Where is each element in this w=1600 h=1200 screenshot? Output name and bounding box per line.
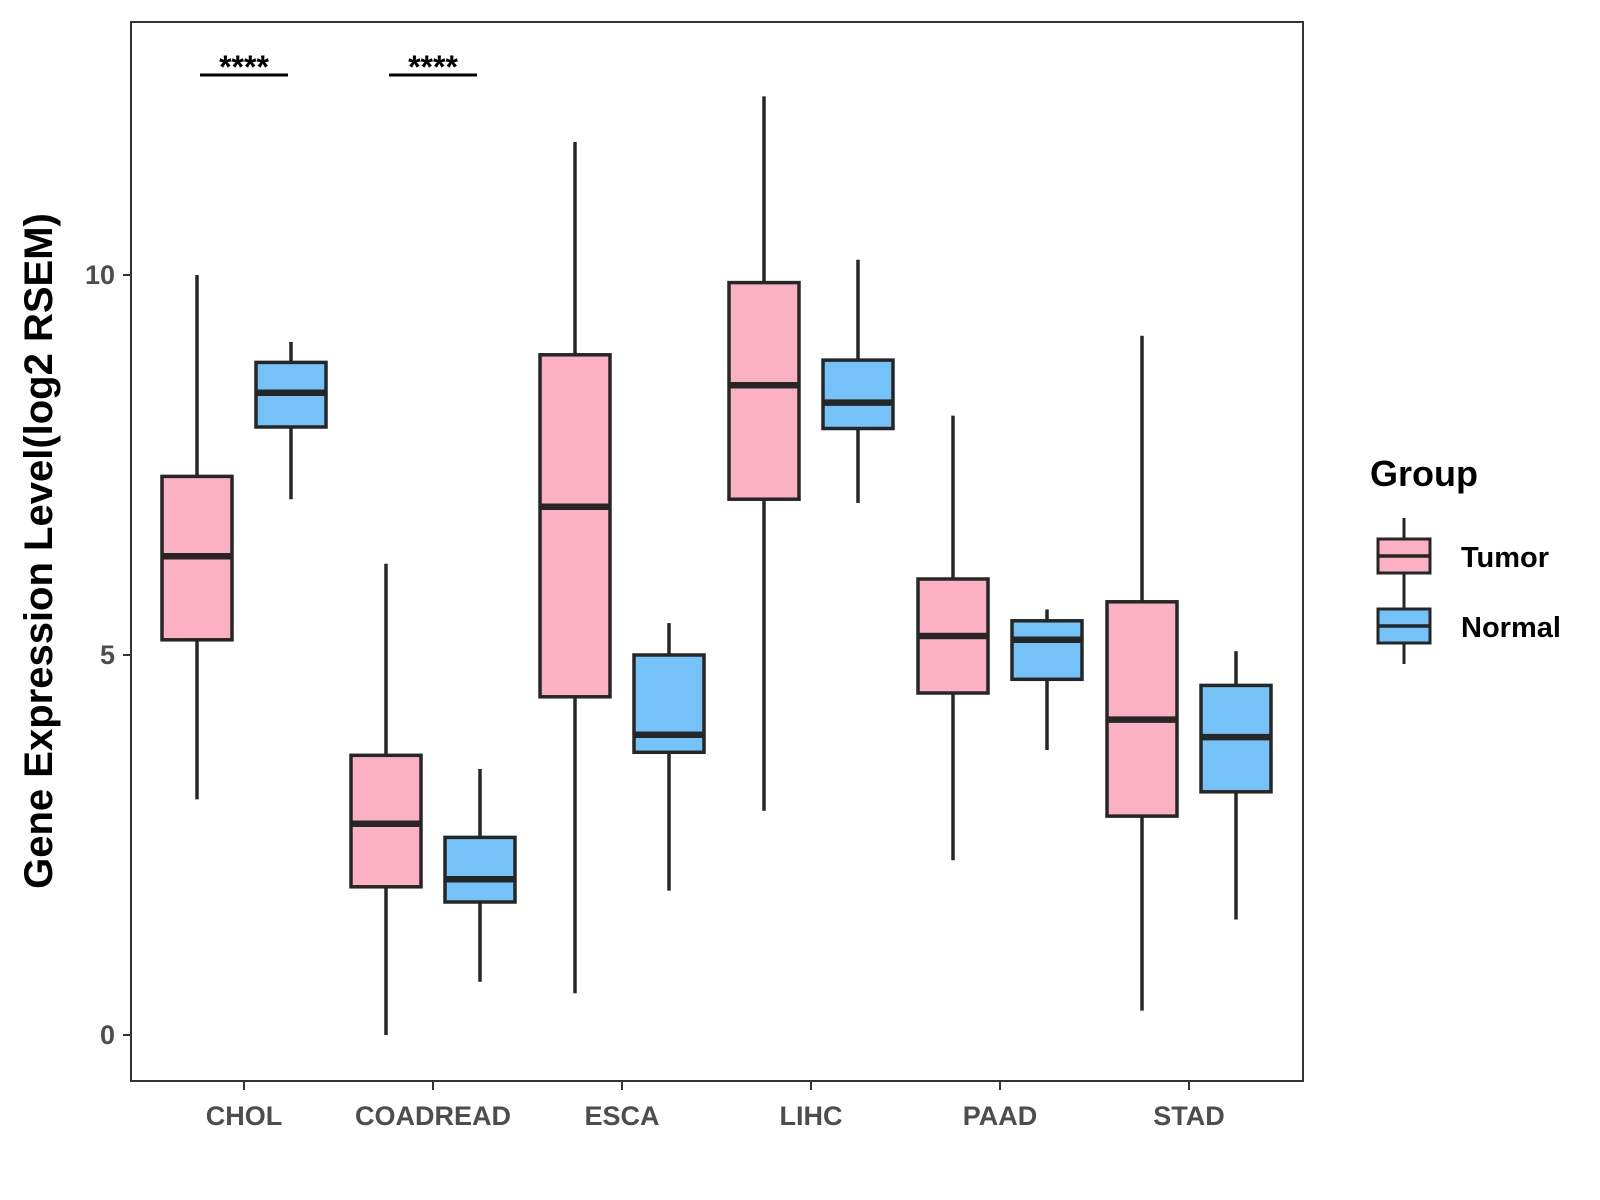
box-paad-tumor [916,415,990,861]
significance-coadread: **** [389,49,477,85]
box-coadread-tumor [349,563,423,1035]
box-iqr [1010,619,1084,682]
significance-layer: **** **** [200,49,477,85]
x-tick-label: PAAD [963,1101,1038,1131]
x-tick-label: CHOL [206,1101,283,1131]
box-esca-normal [632,623,706,891]
x-tick-label: ESCA [584,1101,659,1131]
legend-label: Normal [1461,612,1561,644]
box-chol-tumor [160,275,234,800]
box-coadread-normal [443,769,517,982]
box-lihc-tumor [727,96,801,811]
x-tick-label: LIHC [780,1101,843,1131]
y-tick-label: 10 [85,260,115,290]
x-tick-label: COADREAD [355,1101,511,1131]
box-stad-tumor [1105,335,1179,1011]
box-iqr [538,353,612,699]
legend: Group Tumor Normal [1370,453,1561,664]
x-tick-label: STAD [1153,1101,1225,1131]
significance-label: **** [408,49,458,85]
axes-layer: 0 5 10 CHOL COADREAD ESCA LIHC PAAD STAD [85,260,1225,1131]
significance-label: **** [219,49,269,85]
y-tick-label: 5 [100,640,115,670]
box-paad-normal [1010,609,1084,750]
box-lihc-normal [821,259,895,503]
legend-label: Tumor [1461,542,1549,574]
y-tick-label: 0 [100,1020,115,1050]
boxes-layer [160,96,1273,1035]
plot-panel-border [130,21,1304,1082]
legend-title: Group [1370,453,1478,494]
y-axis-title: Gene Expression Level(log2 RSEM) [17,213,61,889]
legend-item-tumor: Tumor [1376,518,1549,594]
box-chol-normal [254,341,328,500]
box-esca-tumor [538,142,612,994]
box-iqr [443,835,517,904]
significance-chol: **** [200,49,288,85]
box-iqr [821,358,895,431]
legend-item-normal: Normal [1376,588,1561,664]
box-iqr [727,280,801,501]
box-stad-normal [1199,651,1273,920]
box-iqr [1105,600,1179,818]
